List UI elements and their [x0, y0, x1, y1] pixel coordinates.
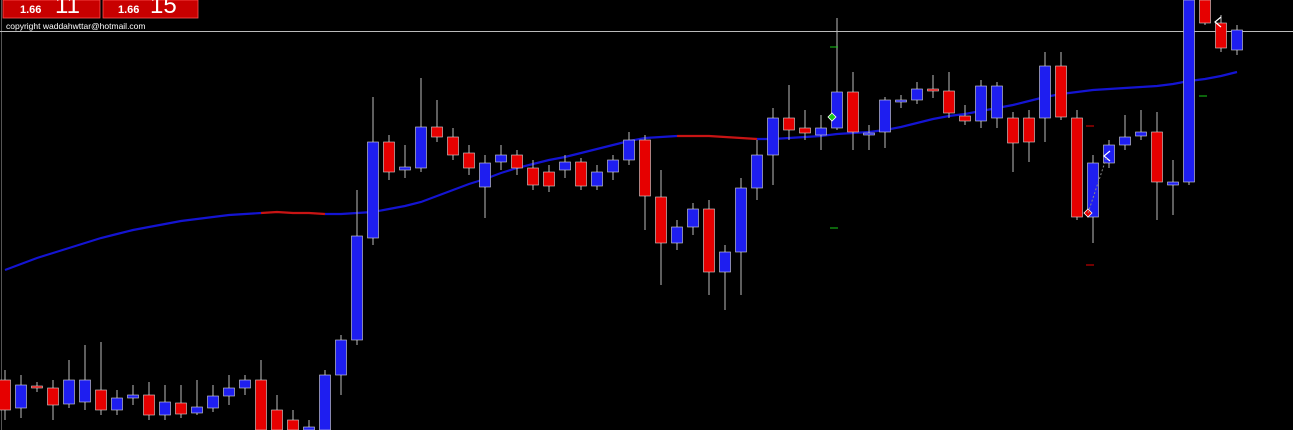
candle-body — [271, 409, 283, 430]
candle-body — [431, 126, 443, 138]
copyright: copyright waddahwttar@hotmail.com — [6, 21, 146, 31]
signals — [827, 16, 1222, 266]
candle-body — [415, 126, 427, 169]
candle-body — [207, 395, 219, 409]
candle-body — [63, 379, 75, 405]
moving-average — [677, 134, 758, 141]
candle-body — [1071, 117, 1083, 218]
badge-price: 1.66 — [20, 4, 41, 16]
candle-body — [655, 196, 667, 244]
candle-body — [975, 85, 987, 122]
candle-body — [591, 171, 603, 187]
candle-body — [703, 208, 715, 273]
candle-body — [1199, 0, 1211, 24]
moving-average — [260, 210, 326, 216]
candle-body — [1039, 65, 1051, 119]
badge-count: 11 — [55, 0, 80, 19]
candle-body — [1183, 0, 1195, 183]
candle-body — [399, 166, 411, 171]
candle-body — [255, 379, 267, 430]
candle-body — [303, 426, 315, 430]
moving-average — [325, 134, 678, 216]
candle-body — [0, 379, 11, 411]
candle-body — [239, 379, 251, 389]
candle-body — [79, 379, 91, 403]
candle-body — [47, 387, 59, 406]
candle-body — [447, 136, 459, 156]
candle-body — [639, 139, 651, 197]
candle-body — [367, 141, 379, 239]
candle-body — [687, 208, 699, 228]
candle-body — [191, 406, 203, 414]
candle-body — [607, 159, 619, 173]
candle-body — [671, 226, 683, 244]
candle-body — [175, 402, 187, 415]
candle-body — [863, 132, 875, 136]
candle-body — [751, 154, 763, 189]
candle-body — [511, 154, 523, 169]
candle-body — [351, 235, 363, 341]
candle-body — [799, 127, 811, 134]
candle-body — [127, 394, 139, 399]
candle-body — [575, 161, 587, 187]
candle-body — [1087, 162, 1099, 218]
candle-body — [335, 339, 347, 376]
candle-body — [159, 401, 171, 416]
candle-body — [783, 117, 795, 131]
candle-body — [15, 384, 27, 409]
candle-body — [495, 154, 507, 163]
badge — [2, 0, 101, 19]
candle-body — [1215, 22, 1227, 49]
candle-body — [223, 387, 235, 397]
candle-body — [815, 127, 827, 136]
candle-body — [383, 141, 395, 173]
candle-body — [559, 161, 571, 171]
candle-body — [527, 167, 539, 186]
plot — [0, 0, 1243, 430]
candle-body — [1103, 144, 1115, 164]
candle-body — [623, 139, 635, 161]
signal-diamond — [827, 112, 837, 122]
candle-body — [767, 117, 779, 156]
badge — [102, 0, 199, 19]
candle-body — [1007, 117, 1019, 144]
moving-average — [4, 211, 262, 272]
candle-body — [1119, 136, 1131, 146]
candle-body — [1135, 131, 1147, 137]
candle-body — [735, 187, 747, 253]
candle-body — [943, 90, 955, 114]
candle-body — [847, 91, 859, 133]
candle-body — [1231, 29, 1243, 51]
candle-body — [991, 85, 1003, 119]
candle-body — [1167, 181, 1179, 186]
candle-body — [95, 389, 107, 411]
candle-body — [719, 251, 731, 273]
candle-body — [831, 91, 843, 129]
candle-body — [927, 88, 939, 92]
candle-body — [319, 374, 331, 430]
signal-arrow — [1103, 150, 1111, 162]
candle-body — [1023, 117, 1035, 143]
candle-body — [31, 385, 43, 389]
candle-body — [143, 394, 155, 416]
badge-count: 15 — [150, 0, 177, 19]
candle-body — [287, 419, 299, 430]
candle-body — [895, 99, 907, 103]
candle-body — [1151, 131, 1163, 183]
badges: 1.66 11 1.66 15 — [2, 0, 199, 19]
candle-body — [959, 115, 971, 122]
candle-body — [463, 152, 475, 169]
signal-arrow — [1214, 16, 1222, 28]
badge-price: 1.66 — [118, 4, 139, 16]
candle-body — [543, 171, 555, 187]
candle-body — [111, 397, 123, 411]
candle-body — [879, 99, 891, 133]
candle-body — [911, 88, 923, 101]
candle-body — [479, 162, 491, 188]
candle-body — [1055, 65, 1067, 118]
